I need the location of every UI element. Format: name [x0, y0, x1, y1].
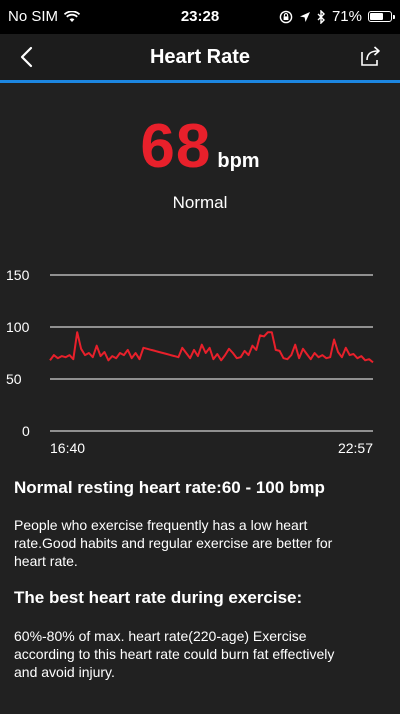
- status-bar: No SIM 23:28 71%: [0, 0, 400, 34]
- heart-rate-status: Normal: [172, 193, 228, 212]
- bpm-readout: 68 bpm: [0, 111, 400, 182]
- resting-rate-line: heart rate.: [14, 553, 78, 569]
- chart-y-ticks: 150 100 50 0: [6, 267, 30, 439]
- nav-bar: Heart Rate: [0, 34, 400, 80]
- heart-rate-chart: 150 100 50 0 16:40 22:57: [6, 267, 374, 456]
- exercise-rate-line: 60%-80% of max. heart rate(220-age) Exer…: [14, 628, 307, 644]
- resting-rate-text: People who exercise frequently has a low…: [14, 516, 390, 570]
- share-icon[interactable]: [358, 43, 384, 69]
- location-arrow-icon: [299, 11, 310, 22]
- nav-accent-line: [0, 80, 400, 83]
- y-tick-label: 150: [6, 267, 30, 283]
- exercise-rate-line: according to this heart rate could burn …: [14, 646, 335, 662]
- chart-grid: [50, 274, 373, 432]
- resting-rate-line: rate.Good habits and regular exercise ar…: [14, 535, 333, 551]
- orientation-lock-icon: [279, 10, 293, 23]
- bpm-value: 68: [140, 112, 212, 181]
- back-chevron-icon[interactable]: [14, 44, 40, 70]
- page-title: Heart Rate: [149, 46, 251, 68]
- exercise-rate-title: The best heart rate during exercise:: [14, 588, 303, 607]
- battery-icon: [368, 11, 395, 22]
- y-tick-label: 100: [6, 319, 30, 335]
- resting-rate-title: Normal resting heart rate:60 - 100 bmp: [14, 478, 325, 497]
- exercise-rate-line: and avoid injury.: [14, 664, 115, 680]
- resting-rate-line: People who exercise frequently has a low…: [14, 517, 308, 533]
- y-tick-label: 50: [6, 371, 22, 387]
- heart-rate-line: [49, 331, 374, 364]
- x-end-label: 22:57: [338, 440, 373, 456]
- status-time: 23:28: [180, 8, 220, 25]
- heart-rate-content: 68 bpm Normal 150 100 50 0 16:40 22:57 Norma…: [0, 83, 400, 714]
- x-start-label: 16:40: [50, 440, 85, 456]
- exercise-rate-text: 60%-80% of max. heart rate(220-age) Exer…: [14, 627, 390, 681]
- wifi-icon: [64, 10, 81, 22]
- status-right: 71%: [279, 8, 395, 25]
- battery-fill: [370, 13, 383, 20]
- status-left: No SIM: [8, 8, 81, 25]
- bluetooth-icon: [317, 9, 325, 24]
- carrier-text: No SIM: [8, 8, 59, 25]
- y-tick-label: 0: [22, 423, 30, 439]
- bpm-unit: bpm: [217, 150, 260, 172]
- battery-percent: 71%: [331, 8, 362, 25]
